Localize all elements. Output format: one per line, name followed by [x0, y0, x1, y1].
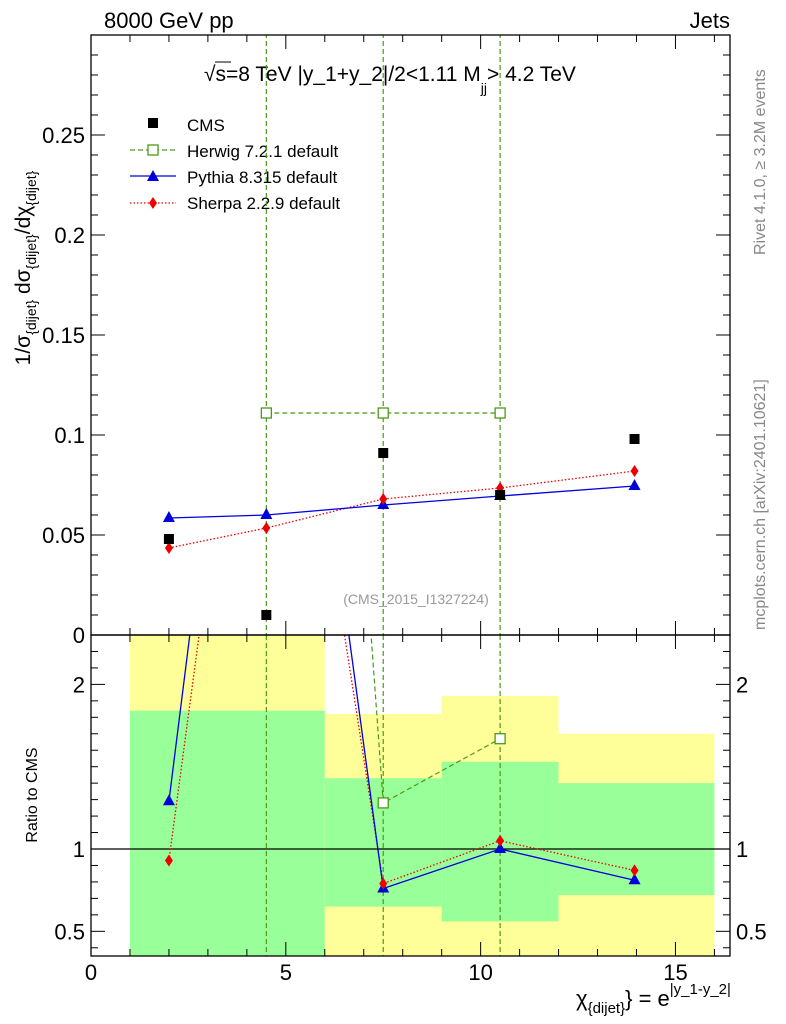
legend-herwig-marker: [147, 144, 159, 156]
ratio-y-tick-label: 0.5: [54, 919, 85, 944]
main-plot-data: [162, 35, 641, 635]
x-tick-label: 5: [280, 960, 292, 985]
pythia-line: [168, 485, 635, 519]
ratio-y-tick-label-right: 1: [736, 837, 748, 862]
main-y-tick-label: 0.2: [54, 223, 85, 248]
ratio-y-tick-label: 1: [73, 837, 85, 862]
herwig-point: [377, 407, 389, 419]
cms-point: [495, 490, 506, 500]
legend-herwig-label: Herwig 7.2.1 default: [187, 142, 338, 161]
legend-cms-marker: [148, 118, 158, 128]
pythia-ratio-point: [628, 873, 641, 885]
ratio-uncertainty-bands: [129, 635, 715, 956]
x-tick-label: 15: [663, 960, 687, 985]
header-left-label: 8000 GeV pp: [104, 8, 234, 33]
x-axis-label: χ{dijet}} = e|y_1-y_2|: [576, 981, 731, 1017]
sherpa-point: [379, 493, 388, 505]
sherpa-ratio-point: [164, 854, 173, 867]
header-right-label: Jets: [689, 8, 730, 33]
legend-pythia-marker: [147, 170, 159, 181]
herwig-point: [494, 407, 506, 419]
ratio-y-tick-label-right: 2: [736, 672, 748, 697]
cms-point: [378, 448, 389, 458]
ratio-y-tick-label-right: 0.5: [736, 919, 767, 944]
ratio-frame: [90, 634, 731, 957]
ratio-y-axis-label: Ratio to CMS: [24, 747, 41, 842]
main-y-axis-label: 1/σ{dijet} dσ{dijet}/dχ{dijet}: [12, 170, 39, 365]
main-y-tick-label: 0.15: [42, 323, 85, 348]
main-y-tick-label: 0.1: [54, 423, 85, 448]
legend: CMS Herwig 7.2.1 default Pythia 8.315 de…: [130, 116, 340, 213]
analysis-watermark: (CMS_2015_I1327224): [343, 591, 489, 607]
ratio-y-tick-label: 2: [73, 672, 85, 697]
herwig-ratio-point: [377, 797, 389, 809]
pythia-point: [628, 479, 641, 490]
main-y-tick-label: 0.25: [42, 123, 85, 148]
pythia-point: [260, 508, 273, 519]
pythia-ratio-point: [162, 794, 175, 806]
legend-sherpa-label: Sherpa 2.2.9 default: [187, 194, 340, 213]
sherpa-point: [262, 522, 271, 534]
x-tick-label: 10: [468, 960, 492, 985]
legend-cms-label: CMS: [187, 116, 225, 135]
sherpa-ratio-point: [630, 864, 639, 877]
ratio-band-inner: [129, 710, 325, 956]
x-tick-label: 0: [85, 960, 97, 985]
sherpa-point: [164, 542, 173, 554]
pythia-point: [162, 511, 175, 522]
legend-pythia-label: Pythia 8.315 default: [187, 168, 338, 187]
sherpa-point: [630, 465, 639, 477]
ratio-band-inner: [558, 783, 715, 896]
plot-title: √s=8 TeV |y_1+y_2|/2<1.11 Mjj> 4.2 TeV: [204, 63, 576, 96]
main-y-tick-label: 0.05: [42, 523, 85, 548]
sherpa-ratio-point: [379, 877, 388, 890]
sherpa-line: [168, 470, 635, 549]
herwig-point: [260, 407, 272, 419]
cms-point: [163, 534, 174, 544]
ratio-plot-data: [91, 635, 730, 956]
main-y-tick-label: 0: [73, 623, 85, 648]
pythia-ratio-point: [494, 842, 507, 853]
cms-point: [261, 610, 272, 620]
legend-sherpa-marker: [149, 197, 157, 209]
cms-point: [629, 434, 640, 444]
herwig-ratio-point: [494, 733, 506, 745]
sherpa-ratio-point: [496, 834, 505, 847]
